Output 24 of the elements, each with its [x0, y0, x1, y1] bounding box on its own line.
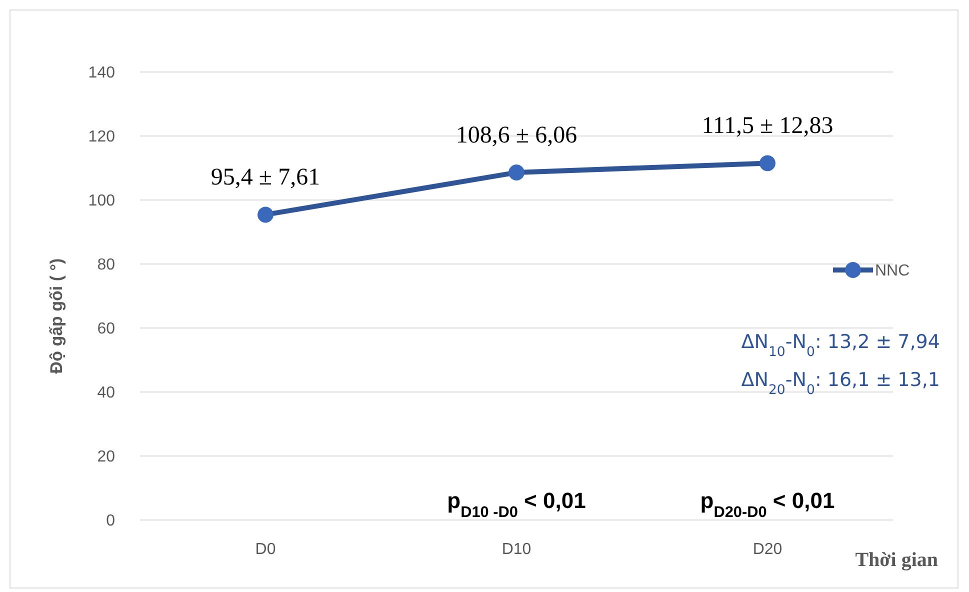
point: [760, 155, 776, 172]
y-tick-label: 120: [88, 128, 116, 146]
point: [508, 164, 524, 180]
y-tick-label: 0: [106, 512, 116, 530]
annotation: p$_{D10 -D0}$ < 0,01: [447, 488, 586, 520]
y-tick-label: 100: [88, 192, 116, 210]
annotation: p$_{D20-D0}$ < 0,01: [700, 488, 835, 520]
annotation: ΔN$_{20}$-N$_{0}$: 16,1 ± 13,1: [741, 369, 940, 398]
point: [258, 206, 274, 223]
y-axis-title: Độ gấp gối ( °): [47, 258, 66, 374]
annotation: ΔN$_{10}$-N$_{0}$: 13,2 ± 7,94: [741, 331, 940, 360]
y-tick-label: 60: [97, 320, 116, 338]
x-tick-label: D10: [502, 541, 532, 558]
y-tick-label: 20: [97, 448, 116, 466]
x-tick-label: D20: [752, 541, 782, 558]
data-label: 108,6 ± 6,06: [456, 122, 578, 148]
data-label: 95,4 ± 7,61: [210, 164, 320, 191]
y-tick-label: 80: [97, 256, 116, 274]
x-tick-label: D0: [255, 541, 276, 558]
y-tick-label: 40: [97, 384, 116, 402]
data-label: 111,5 ± 12,83: [702, 113, 834, 140]
legend-label: NNC: [875, 262, 910, 280]
x-axis-title: Thời gian: [855, 549, 938, 571]
y-tick-label: 140: [88, 64, 116, 82]
